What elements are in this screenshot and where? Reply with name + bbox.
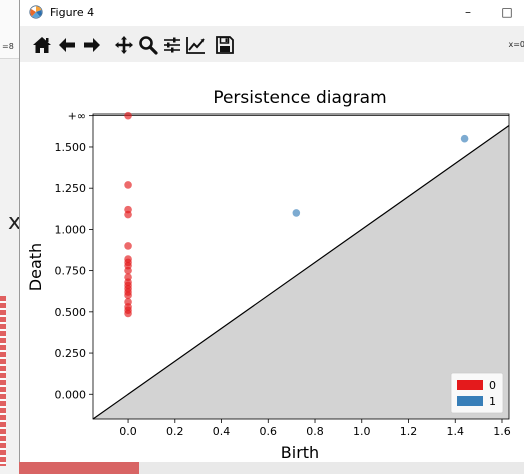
window-title: Figure 4 bbox=[50, 6, 95, 19]
data-point-series-0 bbox=[124, 291, 132, 300]
y-tick-label: 1.000 bbox=[55, 223, 87, 236]
background-window-header bbox=[0, 0, 19, 59]
figure-window: Figure 4 – □ x=0 0.0 0.2 0.4 0 bbox=[19, 0, 524, 462]
coordinate-readout: x=0 bbox=[508, 40, 524, 49]
x-tick-label: 0.2 bbox=[166, 425, 184, 438]
forward-arrow-icon[interactable] bbox=[80, 33, 104, 57]
diagonal-line bbox=[92, 125, 510, 420]
background-red-bar bbox=[19, 462, 139, 474]
back-arrow-icon[interactable] bbox=[55, 33, 79, 57]
home-icon[interactable] bbox=[30, 33, 54, 57]
minimize-button[interactable]: – bbox=[465, 5, 471, 19]
y-tick-label: 1.500 bbox=[55, 141, 87, 154]
background-window-left: =8 x bbox=[0, 0, 22, 474]
legend-label-1: 1 bbox=[489, 395, 496, 408]
legend-label-0: 0 bbox=[489, 379, 496, 392]
matplotlib-app-icon bbox=[29, 5, 43, 19]
x-axis-label: Birth bbox=[281, 443, 319, 462]
subplots-icon[interactable] bbox=[160, 33, 184, 57]
data-point-series-0 bbox=[124, 266, 132, 275]
figure-canvas[interactable]: 0.0 0.2 0.4 0.6 0.8 1.0 1.2 1.4 1.6 0.000 0.250 0.5… bbox=[20, 62, 524, 462]
save-icon[interactable] bbox=[213, 33, 237, 57]
pan-icon[interactable] bbox=[112, 33, 136, 57]
x-tick-label: 0.4 bbox=[213, 425, 231, 438]
legend-swatch-0 bbox=[457, 380, 483, 390]
y-tick-label: 1.250 bbox=[55, 182, 87, 195]
y-axis-label: Death bbox=[26, 243, 45, 291]
y-tick-label: 0.000 bbox=[55, 388, 87, 401]
x-tick-label: 1.2 bbox=[400, 425, 418, 438]
background-snippet-text: =8 bbox=[2, 42, 14, 51]
data-point-series-0 bbox=[124, 111, 132, 120]
data-point-series-0 bbox=[124, 181, 132, 189]
persistence-diagram-plot[interactable]: 0.0 0.2 0.4 0.6 0.8 1.0 1.2 1.4 1.6 0.000 0.250 0.5… bbox=[20, 62, 524, 462]
navigation-toolbar: x=0 bbox=[20, 26, 524, 62]
background-window-bottom bbox=[19, 462, 524, 474]
y-tick-label: 0.250 bbox=[55, 347, 87, 360]
data-point-series-0 bbox=[124, 309, 132, 318]
y-tick-label-infinity: +∞ bbox=[68, 110, 86, 123]
axes-frame bbox=[92, 113, 510, 420]
background-red-strip bbox=[0, 296, 6, 466]
x-tick-label: 1.6 bbox=[493, 425, 511, 438]
legend-swatch-1 bbox=[457, 396, 483, 406]
y-tick-label: 0.750 bbox=[55, 265, 87, 278]
zoom-icon[interactable] bbox=[136, 33, 160, 57]
title-bar[interactable]: Figure 4 – □ bbox=[20, 0, 524, 26]
x-tick-label: 0.0 bbox=[119, 425, 137, 438]
x-tick-label: 0.8 bbox=[306, 425, 324, 438]
data-point-series-0 bbox=[124, 210, 132, 219]
data-point-series-0 bbox=[124, 242, 132, 250]
chart-title: Persistence diagram bbox=[213, 88, 386, 108]
x-tick-label: 1.0 bbox=[353, 425, 371, 438]
background-glyph: x bbox=[8, 210, 22, 235]
data-point-series-1 bbox=[460, 134, 469, 143]
x-tick-label: 0.6 bbox=[260, 425, 278, 438]
data-point-series-1 bbox=[292, 209, 301, 217]
x-tick-label: 1.4 bbox=[446, 425, 464, 438]
y-tick-label: 0.500 bbox=[55, 306, 87, 319]
maximize-button[interactable]: □ bbox=[501, 5, 513, 19]
edit-axes-icon[interactable] bbox=[184, 33, 208, 57]
